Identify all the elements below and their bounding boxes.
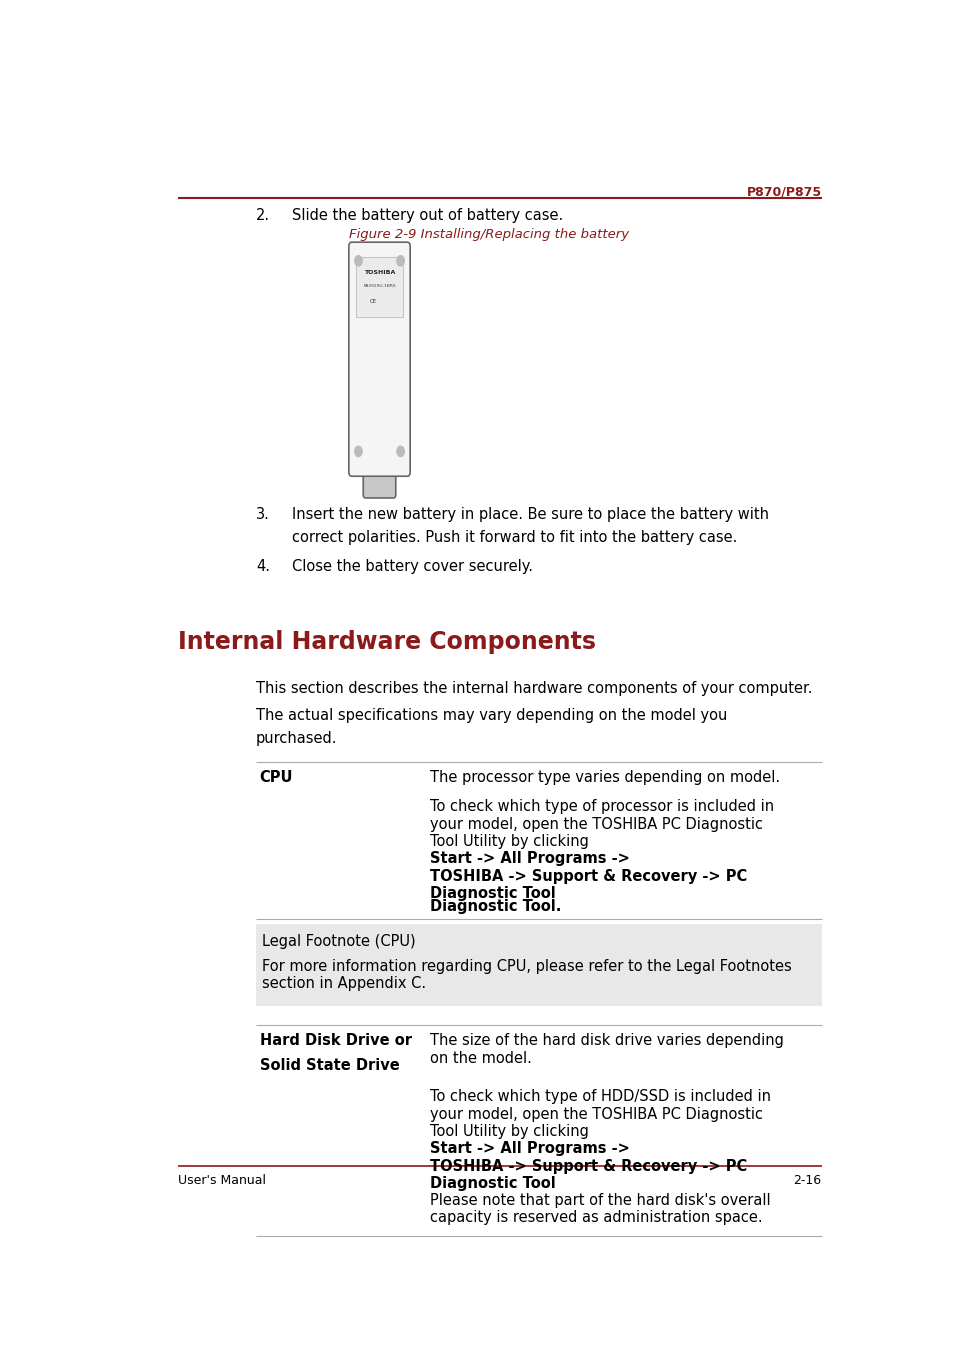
Text: Legal Footnote (CPU): Legal Footnote (CPU) (262, 933, 416, 950)
Circle shape (355, 256, 362, 266)
Text: The size of the hard disk drive varies depending
on the model.: The size of the hard disk drive varies d… (429, 1033, 782, 1065)
Text: This section describes the internal hardware components of your computer.: This section describes the internal hard… (255, 682, 812, 697)
Text: For more information regarding CPU, please refer to the Legal Footnotes
section : For more information regarding CPU, plea… (262, 959, 791, 991)
Text: Start -> All Programs ->
TOSHIBA -> Support & Recovery -> PC
Diagnostic Tool: Start -> All Programs -> TOSHIBA -> Supp… (429, 851, 746, 901)
Text: P870/P875: P870/P875 (746, 186, 821, 198)
Text: To check which type of HDD/SSD is included in
your model, open the TOSHIBA PC Di: To check which type of HDD/SSD is includ… (429, 1089, 770, 1139)
Text: 4.: 4. (255, 560, 270, 574)
Bar (255, 924, 821, 1006)
Circle shape (396, 447, 404, 456)
Text: Slide the battery out of battery case.: Slide the battery out of battery case. (292, 208, 562, 223)
Text: Start -> All Programs ->
TOSHIBA -> Support & Recovery -> PC
Diagnostic Tool: Start -> All Programs -> TOSHIBA -> Supp… (429, 1141, 746, 1190)
Text: The actual specifications may vary depending on the model you: The actual specifications may vary depen… (255, 709, 726, 724)
Text: User's Manual: User's Manual (178, 1174, 266, 1188)
Text: 2.: 2. (255, 208, 270, 223)
Text: 2-16: 2-16 (793, 1174, 821, 1188)
Text: Figure 2-9 Installing/Replacing the battery: Figure 2-9 Installing/Replacing the batt… (349, 227, 628, 241)
Text: Internal Hardware Components: Internal Hardware Components (178, 629, 596, 654)
Text: To check which type of processor is included in
your model, open the TOSHIBA PC : To check which type of processor is incl… (429, 799, 773, 849)
Text: Diagnostic Tool.: Diagnostic Tool. (429, 898, 560, 913)
Text: 3.: 3. (255, 507, 270, 522)
Text: Hard Disk Drive or: Hard Disk Drive or (259, 1033, 412, 1048)
Text: correct polarities. Push it forward to fit into the battery case.: correct polarities. Push it forward to f… (292, 530, 736, 545)
Bar (355, 257, 402, 316)
Text: purchased.: purchased. (255, 732, 337, 746)
Text: Solid State Drive: Solid State Drive (259, 1059, 399, 1073)
Text: Close the battery cover securely.: Close the battery cover securely. (292, 560, 532, 574)
FancyBboxPatch shape (363, 464, 395, 498)
FancyBboxPatch shape (349, 242, 410, 476)
Text: Please note that part of the hard disk's overall
capacity is reserved as adminis: Please note that part of the hard disk's… (429, 1193, 770, 1225)
Circle shape (396, 256, 404, 266)
Text: TOSHIBA: TOSHIBA (363, 270, 395, 274)
Circle shape (355, 447, 362, 456)
Text: CPU: CPU (259, 771, 293, 785)
Text: PA3929U-1BRS: PA3929U-1BRS (363, 284, 395, 288)
Text: Insert the new battery in place. Be sure to place the battery with: Insert the new battery in place. Be sure… (292, 507, 768, 522)
Text: The processor type varies depending on model.: The processor type varies depending on m… (429, 771, 780, 785)
Text: CE: CE (370, 299, 376, 304)
